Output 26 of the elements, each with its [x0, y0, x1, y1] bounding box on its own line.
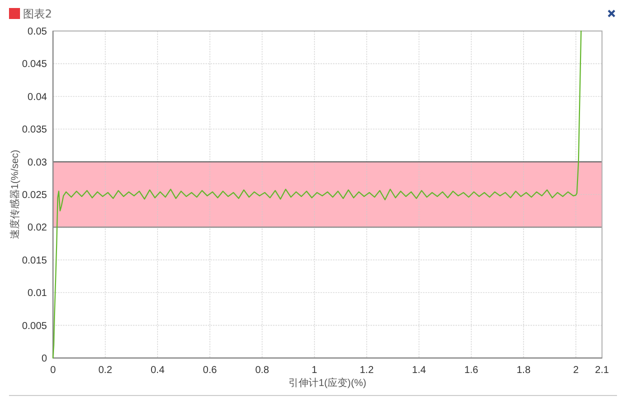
x-tick-label: 1.6 [464, 365, 479, 376]
y-tick-label: 0.01 [28, 288, 48, 300]
x-tick-label: 1 [312, 365, 318, 376]
x-tick-label: 0.6 [202, 365, 218, 376]
y-tick-label: 0 [41, 354, 48, 364]
y-tick-label: 0.005 [22, 320, 48, 332]
x-tick-label: 2.1 [595, 365, 610, 376]
y-tick-label: 0.015 [22, 255, 48, 266]
x-tick-label: 2 [573, 365, 580, 376]
y-axis-title: 速度传感器1(%/sec) [9, 150, 21, 240]
x-tick-label: 0.8 [255, 365, 270, 376]
y-tick-label: 0.03 [28, 157, 48, 168]
y-tick-label: 0.035 [22, 124, 48, 136]
chart-title: 图表2 [23, 8, 52, 20]
x-axis-title: 引伸计1(应变)(%) [288, 377, 366, 389]
x-tick-label: 1.2 [360, 365, 374, 376]
x-tick-label: 0.4 [150, 365, 165, 376]
y-tick-label: 0.045 [22, 59, 48, 70]
y-tick-label: 0.04 [28, 92, 48, 103]
x-tick-label: 0 [50, 365, 56, 376]
x-tick-label: 0.2 [98, 365, 113, 376]
y-tick-label: 0.05 [28, 26, 48, 38]
x-tick-label: 1.4 [412, 365, 426, 376]
x-tick-label: 1.8 [516, 365, 531, 376]
y-tick-label: 0.02 [28, 222, 48, 234]
y-tick-label: 0.025 [22, 190, 48, 201]
